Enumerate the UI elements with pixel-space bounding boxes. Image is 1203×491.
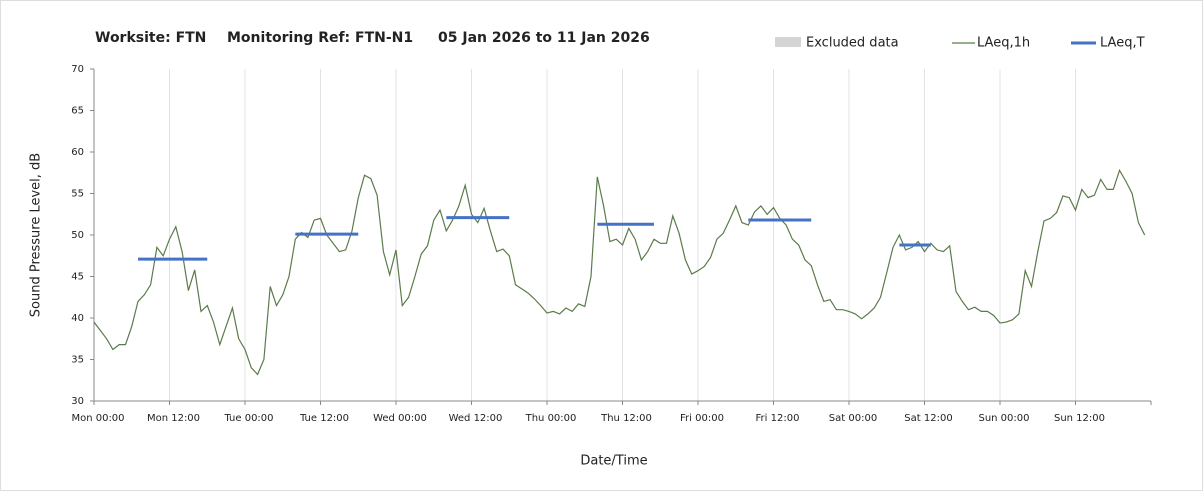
legend-label: LAeq,1h xyxy=(977,36,1030,51)
x-tick-label: Tue 12:00 xyxy=(299,413,349,424)
title-site: Worksite: FTN xyxy=(95,30,206,46)
x-tick-label: Mon 00:00 xyxy=(71,413,124,424)
y-tick-label: 45 xyxy=(71,272,84,283)
x-tick-label: Sun 12:00 xyxy=(1054,413,1105,424)
title-ref: Monitoring Ref: FTN-N1 xyxy=(227,30,413,46)
y-tick-label: 30 xyxy=(71,396,84,407)
x-axis-label: Date/Time xyxy=(580,454,647,469)
legend-label: LAeq,T xyxy=(1100,36,1145,51)
y-tick-label: 60 xyxy=(71,147,84,158)
y-tick-label: 55 xyxy=(71,189,84,200)
y-axis-label: Sound Pressure Level, dB xyxy=(29,153,44,317)
y-tick-label: 40 xyxy=(71,313,84,324)
x-tick-label: Mon 12:00 xyxy=(147,413,200,424)
y-tick-label: 35 xyxy=(71,355,84,366)
x-tick-label: Thu 00:00 xyxy=(525,413,577,424)
legend-swatch-excluded xyxy=(775,37,801,47)
y-tick-label: 70 xyxy=(71,64,84,75)
title-dates: 05 Jan 2026 to 11 Jan 2026 xyxy=(438,30,650,46)
x-tick-label: Wed 00:00 xyxy=(373,413,427,424)
x-tick-label: Fri 12:00 xyxy=(756,413,800,424)
x-tick-label: Fri 00:00 xyxy=(680,413,724,424)
x-tick-label: Sun 00:00 xyxy=(978,413,1029,424)
x-tick-label: Sat 00:00 xyxy=(829,413,877,424)
x-tick-label: Thu 12:00 xyxy=(600,413,652,424)
x-tick-label: Wed 12:00 xyxy=(449,413,503,424)
x-tick-label: Sat 12:00 xyxy=(904,413,952,424)
legend-label: Excluded data xyxy=(806,36,899,51)
laeq-1h-line xyxy=(93,168,1146,376)
y-tick-label: 50 xyxy=(71,230,84,241)
y-tick-label: 65 xyxy=(71,106,84,117)
x-tick-label: Tue 00:00 xyxy=(223,413,273,424)
